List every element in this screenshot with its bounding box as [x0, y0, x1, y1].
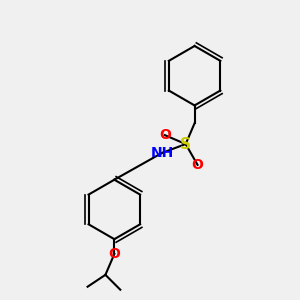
Text: O: O	[159, 128, 171, 142]
Text: S: S	[180, 136, 191, 152]
Text: O: O	[108, 247, 120, 261]
Text: NH: NH	[150, 146, 173, 160]
Text: O: O	[192, 158, 203, 172]
